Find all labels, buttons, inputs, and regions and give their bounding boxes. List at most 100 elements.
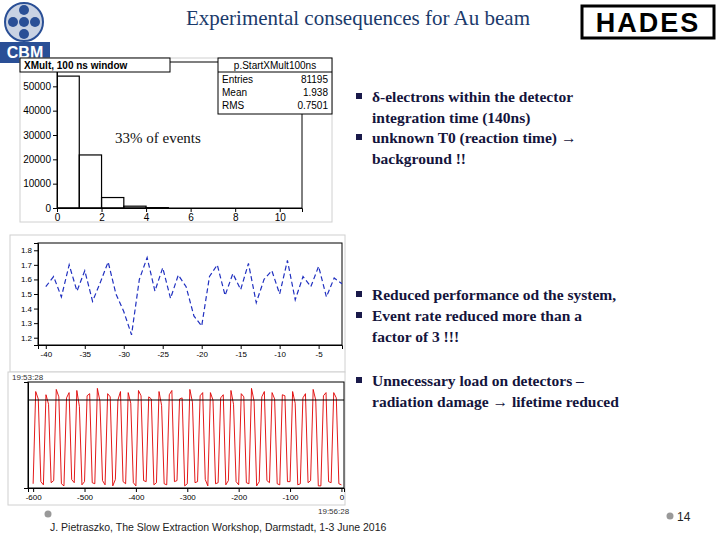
- panel: [10, 235, 345, 372]
- tick-mark: [33, 488, 34, 492]
- tick: -40: [41, 345, 53, 359]
- tick-mark: [53, 111, 57, 112]
- tick-mark: [241, 345, 242, 349]
- page-number: 14: [677, 510, 691, 524]
- tick: 20000: [23, 154, 57, 165]
- tick-label: -400: [128, 493, 145, 502]
- background: [0, 0, 720, 540]
- bullet-marker: [356, 291, 362, 297]
- chart-title: XMult, 100 ns window: [24, 60, 128, 71]
- tick-mark: [53, 86, 57, 87]
- histogram-bar: [191, 207, 213, 208]
- logo-box: [582, 6, 714, 38]
- tick: -35: [79, 345, 91, 359]
- timestamp: 19:56:28: [318, 507, 350, 516]
- histogram-bar: [235, 207, 257, 208]
- tick-mark: [34, 294, 38, 295]
- tick-label: 0: [340, 493, 345, 502]
- tick: 0: [340, 488, 345, 502]
- tick: 1.2: [21, 334, 38, 343]
- tick-label: 30000: [23, 130, 51, 141]
- tick-label: -40: [41, 350, 53, 359]
- stats-label: Entries: [222, 74, 253, 85]
- tick-label: -10: [274, 350, 286, 359]
- stats-label: Mean: [222, 87, 247, 98]
- y-axis: 1.21.31.41.51.61.71.8: [21, 244, 39, 346]
- tick-mark: [239, 488, 240, 492]
- stats-value: 0.7501: [297, 100, 328, 111]
- tick: 0: [55, 208, 61, 223]
- logo-dot: [19, 17, 29, 27]
- tick-mark: [187, 488, 188, 492]
- timestamp: 19:53:28: [12, 373, 44, 382]
- annotation: 33% of events: [115, 130, 201, 146]
- tick-mark: [202, 345, 203, 349]
- tick-mark: [85, 488, 86, 492]
- histogram-bar: [124, 206, 146, 208]
- plot-frame: [38, 243, 342, 345]
- panel: [8, 372, 345, 505]
- tick: 40000: [23, 105, 57, 116]
- tick-label: 1.5: [21, 290, 33, 299]
- tick: 2: [99, 208, 105, 223]
- tick-mark: [46, 345, 47, 349]
- tick-label: -200: [231, 493, 248, 502]
- tick-mark: [34, 279, 38, 280]
- tick-label: -25: [157, 350, 169, 359]
- tick: 4: [144, 208, 150, 223]
- tick: 1.7: [21, 261, 38, 270]
- axis-line: [34, 244, 39, 346]
- chart: 024681001000020000300004000050000XMult, …: [20, 58, 332, 223]
- histogram-bar: [79, 155, 101, 208]
- tick: 1.5: [21, 290, 38, 299]
- logo-text: HADES: [596, 8, 701, 38]
- tick-mark: [280, 345, 281, 349]
- footer-dot: [667, 513, 674, 520]
- tick-mark: [34, 323, 38, 324]
- tick-label: 40000: [23, 105, 51, 116]
- tick-label: 1.6: [21, 275, 33, 284]
- stats-value: 1.938: [303, 87, 328, 98]
- tick: -500: [77, 488, 94, 502]
- logo-dot: [19, 29, 29, 39]
- histogram-bar: [168, 207, 190, 208]
- tick-mark: [53, 135, 57, 136]
- tick-label: 1.4: [21, 305, 33, 314]
- bullet-text: background !!: [372, 150, 466, 167]
- tick: 1.8: [21, 246, 38, 255]
- tick: -5: [316, 345, 324, 359]
- tick-label: -600: [26, 493, 43, 502]
- data-line: [46, 258, 342, 335]
- x-axis: 0246810: [55, 208, 303, 223]
- tick-label: -20: [196, 350, 208, 359]
- y-axis: 01000020000300004000050000: [23, 63, 57, 214]
- histogram-bar: [57, 76, 79, 208]
- tick: 1.4: [21, 305, 38, 314]
- tick-label: 4: [144, 212, 150, 223]
- tick: 8: [233, 208, 239, 223]
- tick: -10: [274, 345, 286, 359]
- bullet-text: unknown T0 (reaction time) →: [372, 129, 576, 147]
- tick: -30: [118, 345, 130, 359]
- tick-mark: [136, 488, 137, 492]
- bullet-marker: [356, 312, 362, 318]
- tick-label: 50000: [23, 81, 51, 92]
- tick: 50000: [23, 81, 57, 92]
- tick-label: -30: [118, 350, 130, 359]
- tick-mark: [34, 265, 38, 266]
- bullet-text: Unnecessary load on detectors –: [372, 372, 584, 389]
- tick-mark: [124, 345, 125, 349]
- bullet-text: Event rate reduced more than a: [372, 307, 582, 324]
- x-axis: -600-500-400-300-200-1000: [26, 488, 345, 502]
- histogram-bar: [102, 198, 124, 208]
- tick-label: 8: [233, 212, 239, 223]
- footer-dot: [45, 511, 52, 518]
- histogram-bar: [280, 207, 302, 208]
- tick-label: -15: [235, 350, 247, 359]
- tick-mark: [34, 309, 38, 310]
- tick: -20: [196, 345, 208, 359]
- cbm-logo: CBM: [0, 3, 50, 63]
- tick: -600: [26, 488, 43, 502]
- tick-mark: [290, 488, 291, 492]
- tick-mark: [34, 250, 38, 251]
